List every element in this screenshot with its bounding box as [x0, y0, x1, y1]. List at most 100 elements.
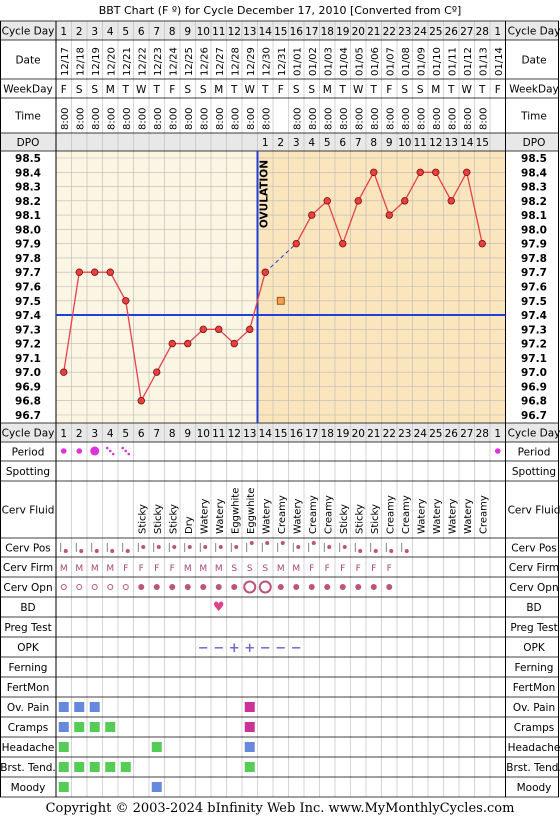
- cerv-opn-small: [107, 584, 114, 590]
- y-tick-left: 97.6: [15, 282, 41, 294]
- chart-title: BBT Chart (F º) for Cycle December 17, 2…: [99, 4, 462, 17]
- cerv-fluid-label: Creamy: [401, 495, 412, 534]
- cerv-fluid-label: Creamy: [308, 495, 319, 534]
- cerv-opn-medium: [138, 584, 145, 590]
- ov-pain-marker: [58, 702, 69, 712]
- time-label: 8:00: [168, 108, 179, 130]
- temp-line-segment: [295, 214, 313, 244]
- temp-point: [215, 325, 223, 334]
- y-tick-left: 97.1: [15, 353, 41, 365]
- y-tick-left: 97.9: [15, 239, 41, 251]
- row-label-right-spotting: Spotting: [512, 466, 556, 478]
- cycle-day-number-bottom: 2: [76, 428, 83, 440]
- weekday-label: S: [76, 84, 83, 96]
- time-label: 8:00: [339, 108, 350, 130]
- temp-point: [91, 268, 99, 276]
- time-label: 8:00: [354, 108, 365, 130]
- cycle-day-number: 25: [429, 26, 442, 38]
- weekday-label: W: [245, 84, 256, 96]
- cycle-day-number-bottom: 13: [243, 428, 256, 440]
- cycle-day-number: 4: [107, 26, 114, 38]
- temp-point: [75, 268, 83, 276]
- date-label: 01/12: [463, 47, 474, 76]
- cycle-day-number: 5: [122, 26, 129, 38]
- row-label-cycle-day: Cycle Day: [2, 26, 55, 38]
- period-spotting-dot: [121, 446, 125, 450]
- footer-copyright[interactable]: Copyright © 2003-2024 bInfinity Web Inc.…: [46, 801, 515, 816]
- cycle-day-number-bottom: 27: [460, 428, 473, 440]
- header-band: [0, 423, 559, 442]
- row-label-brst-tend: Brst. Tend.: [0, 762, 56, 774]
- weekday-label: S: [200, 84, 207, 96]
- y-tick-right: 97.3: [521, 324, 547, 336]
- date-label: 01/10: [432, 47, 443, 76]
- temp-line-segment: [156, 343, 173, 373]
- dpo-label: 6: [339, 137, 346, 149]
- time-label: 8:00: [60, 108, 71, 130]
- cerv-opn-medium: [277, 584, 284, 590]
- bd-heart: ♥: [213, 600, 225, 615]
- time-label: 8:00: [432, 108, 443, 130]
- dpo-label: 15: [476, 137, 489, 149]
- period-dot: [494, 448, 501, 454]
- row-label-cerv-opn: Cerv Opn: [3, 582, 52, 594]
- y-tick-left: 97.8: [15, 253, 41, 265]
- weekday-label: M: [106, 84, 115, 96]
- time-label: 8:00: [308, 108, 319, 130]
- time-label: 8:00: [292, 108, 303, 130]
- cerv-firm-label: M: [91, 564, 99, 574]
- row-label-cramps: Cramps: [8, 722, 48, 734]
- date-label: 01/08: [401, 47, 412, 76]
- period-heavy-dot: [90, 446, 100, 456]
- weekday-label: S: [417, 84, 424, 96]
- row-label-date: Date: [15, 55, 40, 67]
- dpo-label: 10: [398, 137, 411, 149]
- temp-line-segment: [466, 172, 483, 244]
- weekday-label: F: [386, 84, 392, 96]
- dpo-label: 14: [460, 137, 474, 149]
- cycle-day-number-bottom: 17: [305, 428, 318, 440]
- weekday-label: W: [353, 84, 364, 96]
- weekday-label: M: [431, 84, 440, 96]
- cerv-opn-medium: [386, 584, 393, 590]
- date-label: 01/11: [447, 47, 458, 76]
- cerv-opn-medium: [231, 584, 238, 590]
- cerv-fluid-label: Creamy: [277, 495, 288, 534]
- y-tick-left: 97.0: [15, 367, 41, 379]
- temp-line-segment: [109, 271, 127, 302]
- cerv-opn-medium: [308, 584, 315, 590]
- cycle-day-number-bottom: 4: [107, 428, 114, 440]
- moody-marker: [151, 782, 162, 792]
- weekday-label: T: [447, 84, 455, 96]
- date-label: 12/26: [199, 47, 210, 76]
- time-label: 8:00: [230, 108, 241, 130]
- row-label-right-weekday: WeekDay: [509, 84, 559, 96]
- temp-point: [122, 297, 130, 305]
- row-label-right-brst-tend: Brst. Tend.: [506, 762, 560, 774]
- date-label: 01/13: [478, 47, 489, 76]
- row-label-right-opk: OPK: [523, 642, 546, 654]
- row-label-spotting: Spotting: [6, 466, 50, 478]
- dpo-label: 8: [370, 137, 377, 149]
- temp-point: [230, 339, 238, 348]
- time-label: 8:00: [447, 108, 458, 130]
- cerv-opn-medium: [293, 584, 300, 590]
- cerv-fluid-label: Sticky: [168, 504, 179, 534]
- cerv-pos-dot: [280, 541, 285, 545]
- weekday-label: S: [184, 84, 191, 96]
- y-tick-left: 98.3: [15, 182, 41, 194]
- y-tick-left: 97.3: [15, 324, 41, 336]
- row-label-moody: Moody: [11, 782, 46, 794]
- period-dot: [76, 448, 83, 454]
- headache-marker: [244, 742, 255, 752]
- cerv-fluid-label: Dry: [184, 516, 195, 534]
- cerv-opn-small: [76, 584, 83, 590]
- temp-line-segment: [249, 272, 266, 330]
- row-label-right-cramps: Cramps: [514, 722, 554, 734]
- y-tick-right: 97.5: [521, 296, 547, 308]
- row-label-right-cerv-fluid: Cerv Fluid: [508, 505, 560, 517]
- row-label-right-cycle-day: Cycle Day: [508, 428, 560, 440]
- row-label-fertmon: FertMon: [7, 682, 50, 694]
- date-label: 12/20: [106, 47, 117, 76]
- cycle-day-number: 21: [367, 26, 380, 38]
